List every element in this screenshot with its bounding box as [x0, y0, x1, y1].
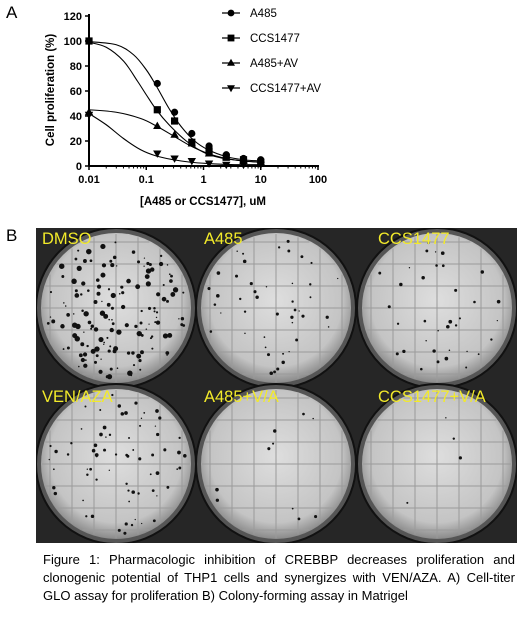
legend-marker	[227, 85, 235, 93]
fit-curve	[88, 41, 261, 163]
data-point	[85, 37, 93, 45]
x-tick-label: 100	[309, 174, 327, 186]
legend-entry: A485	[250, 8, 277, 20]
y-tick-label: 60	[70, 86, 82, 98]
culture-well	[36, 228, 197, 389]
fit-curve	[88, 109, 261, 163]
culture-well	[195, 228, 357, 389]
plate-label: CCS1477	[378, 230, 450, 248]
culture-well	[356, 228, 517, 389]
data-point	[222, 161, 231, 170]
legend-entry: CCS1477+AV	[250, 83, 321, 95]
plate-label: A485	[204, 230, 243, 248]
panel-a-label: A	[6, 3, 18, 22]
data-point	[153, 121, 162, 129]
y-tick-label: 80	[70, 61, 82, 73]
data-point	[170, 117, 179, 125]
panel-b-label: B	[6, 226, 18, 245]
culture-well	[36, 383, 197, 543]
y-tick-label: 20	[70, 136, 82, 148]
data-point	[188, 129, 196, 138]
x-tick-label: 0.01	[78, 174, 99, 186]
x-tick-label: 10	[255, 174, 267, 186]
data-point	[239, 161, 248, 170]
culture-well	[195, 383, 357, 543]
plate-label: CCS1477+V/A	[378, 388, 486, 406]
data-point	[170, 108, 179, 116]
data-point	[187, 158, 197, 166]
legend-marker	[227, 9, 235, 17]
data-point	[153, 79, 161, 88]
legend-marker	[227, 34, 235, 42]
data-point	[153, 150, 162, 158]
proliferation-chart: 0 20 40 60 80 100 120 0.01 0.1 1 10 100 A485 CCS1477…	[45, 8, 327, 208]
data-point	[204, 149, 214, 157]
fit-curve	[88, 41, 261, 162]
data-point	[256, 161, 265, 170]
culture-well	[356, 383, 517, 543]
legend-entry: A485+AV	[250, 58, 298, 70]
colony-plates-photo: DMSO A485 CCS1477 VEN/AZA A485+V/A CCS1477+V/…	[36, 228, 517, 543]
figure-caption: Figure 1: Pharmacologic inhibition of CR…	[43, 552, 515, 603]
x-tick-label: 1	[200, 174, 206, 186]
x-tick-label: 0.1	[139, 174, 154, 186]
plates-image	[36, 228, 517, 543]
y-tick-label: 120	[64, 11, 82, 23]
data-point	[222, 152, 231, 161]
legend-entry: CCS1477	[250, 33, 300, 45]
y-tick-label: 0	[76, 161, 82, 173]
fit-curve	[88, 113, 261, 166]
data-point	[84, 111, 94, 120]
data-point	[170, 155, 179, 163]
x-axis-label: [A485 or CCS1477], uM	[140, 196, 266, 208]
legend-marker	[227, 58, 235, 66]
data-point	[153, 106, 161, 114]
y-tick-label: 40	[70, 111, 82, 123]
plate-label: DMSO	[42, 230, 92, 248]
plate-label: VEN/AZA	[42, 388, 113, 406]
plate-label: A485+V/A	[204, 388, 279, 406]
data-point	[204, 160, 214, 168]
data-point	[187, 139, 197, 147]
y-tick-label: 100	[64, 36, 82, 48]
data-point	[170, 130, 179, 138]
y-axis-label: Cell proliferation (%)	[45, 34, 57, 147]
